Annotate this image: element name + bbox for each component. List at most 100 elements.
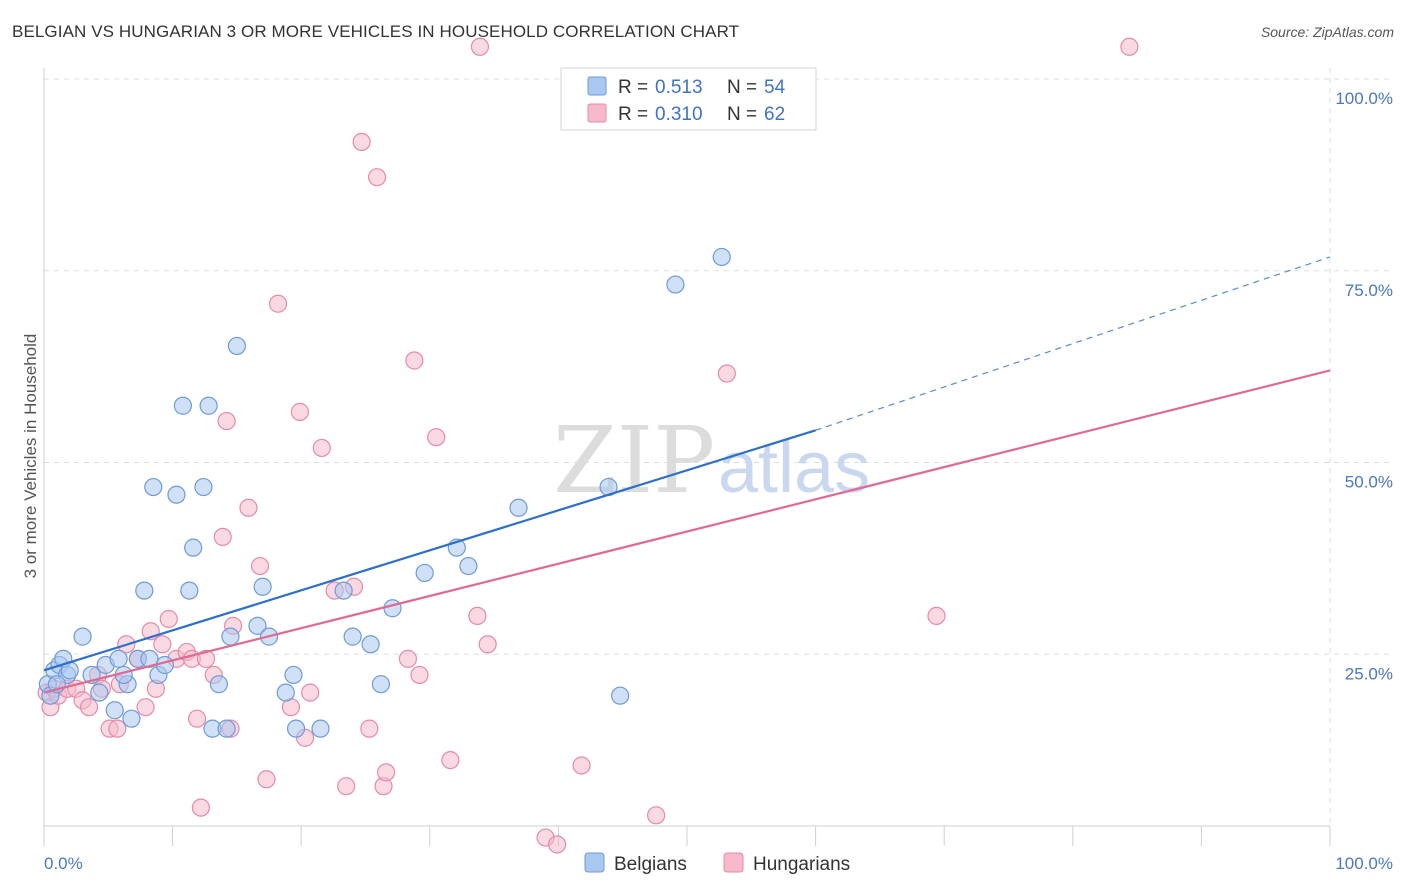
belgians-point [383, 599, 402, 618]
belgians-point [73, 627, 92, 646]
y-tick-label: 75.0% [1345, 281, 1393, 300]
legend-n-label-hungarians: N = [727, 104, 757, 125]
grid-lines [44, 68, 1393, 846]
hungarians-point [410, 665, 429, 685]
belgians-point [611, 686, 630, 705]
y-tick-label: 50.0% [1345, 473, 1393, 492]
belgians-point [286, 719, 306, 738]
belgians-point [253, 577, 272, 596]
y-tick-label: 100.0% [1335, 89, 1393, 108]
hungarians-point [239, 498, 258, 517]
hungarians-trend-line [43, 369, 1331, 694]
watermark-zip: ZIP [553, 407, 715, 514]
hungarians-point [312, 438, 331, 458]
hungarians-point [927, 606, 946, 626]
hungarians-point [405, 351, 424, 370]
bottom-legend-label-hungarians: Hungarians [753, 854, 850, 875]
watermark-atlas: atlas [718, 428, 870, 508]
hungarians-point [548, 835, 567, 854]
y-tick-labels: 25.0% 50.0% 75.0% 100.0% [1335, 89, 1393, 683]
hungarians-point [136, 698, 155, 717]
legend-n-value-belgians: 54 [764, 77, 786, 98]
hungarians-point [717, 364, 736, 383]
hungarians-point [337, 777, 356, 796]
y-axis-label: 3 or more Vehicles in Household [21, 334, 40, 579]
hungarians-point [478, 635, 497, 654]
hungarians-point [79, 698, 99, 717]
belgians-point [343, 627, 362, 646]
hungarians-point [250, 556, 270, 576]
x-axis-ticks [43, 826, 1331, 846]
hungarians-point [268, 294, 288, 313]
hungarians-point [367, 168, 387, 187]
belgians-point [173, 396, 192, 415]
hungarians-point [470, 37, 490, 56]
x-tick-label-min: 0.0% [44, 854, 83, 873]
belgians-point [361, 635, 380, 654]
hungarians-point [187, 709, 207, 728]
hungarians-point [376, 763, 396, 782]
belgians-point [415, 563, 434, 583]
belgians-point [90, 683, 109, 702]
hungarians-point [159, 609, 178, 629]
hungarians-point [360, 719, 379, 738]
bottom-legend-label-belgians: Belgians [614, 854, 687, 875]
belgians-point [217, 719, 236, 738]
belgians-point [109, 649, 128, 668]
belgians-point [221, 627, 240, 646]
hungarians-point [217, 411, 236, 431]
belgians-point [144, 477, 163, 497]
bottom-legend-swatch-hungarians [723, 852, 744, 873]
legend-r-label-hungarians: R = [618, 104, 648, 125]
legend-swatch-hungarians [587, 103, 607, 123]
hungarians-point [1120, 37, 1139, 56]
belgians-point [209, 675, 228, 694]
belgians-point [227, 336, 246, 356]
belgians-point [712, 247, 731, 267]
hungarians-point [257, 770, 276, 789]
hungarians-point [427, 428, 446, 447]
hungarians-point [213, 527, 232, 546]
belgians-point [509, 498, 528, 517]
trend-lines [43, 256, 1331, 694]
chart-title: BELGIAN VS HUNGARIAN 3 OR MORE VEHICLES … [12, 22, 740, 41]
belgians-point [184, 538, 203, 557]
legend-r-label-belgians: R = [618, 77, 648, 98]
belgians-point [311, 719, 330, 738]
belgians-point [248, 616, 267, 635]
legend-r-value-hungarians: 0.310 [655, 104, 703, 125]
legend-swatch-belgians [587, 76, 607, 96]
hungarians-point [647, 806, 666, 825]
belgians-point [105, 701, 124, 720]
belgians-point [459, 556, 478, 576]
belgians-point [180, 581, 199, 600]
legend-box: R = 0.513 N = 54 R = 0.310 N = 62 [560, 67, 817, 131]
hungarians-point [153, 635, 172, 654]
belgians-point [371, 675, 391, 694]
hungarians-point [352, 132, 371, 151]
bottom-legend-swatch-belgians [584, 852, 605, 873]
belgians-point [155, 655, 174, 675]
hungarians-point [191, 798, 210, 817]
belgians-point [666, 275, 685, 294]
hungarians-point [108, 719, 127, 738]
hungarians-point [196, 649, 216, 668]
belgians-trend-line [43, 429, 816, 672]
hungarians-points [37, 37, 1139, 854]
belgians-point [199, 396, 218, 415]
belgians-trend-extension [815, 256, 1331, 431]
belgians-point [122, 709, 141, 728]
belgians-point [284, 665, 303, 685]
source-label: Source: ZipAtlas.com [1260, 24, 1394, 40]
x-tick-label-max: 100.0% [1335, 854, 1393, 873]
legend-n-value-hungarians: 62 [764, 104, 785, 125]
hungarians-point [290, 402, 310, 421]
y-tick-label: 25.0% [1345, 664, 1393, 683]
hungarians-point [398, 649, 418, 668]
belgians-point [276, 683, 295, 702]
belgians-point [194, 477, 213, 497]
belgians-point [334, 581, 353, 600]
hungarians-point [441, 750, 460, 770]
belgians-point [167, 485, 186, 504]
